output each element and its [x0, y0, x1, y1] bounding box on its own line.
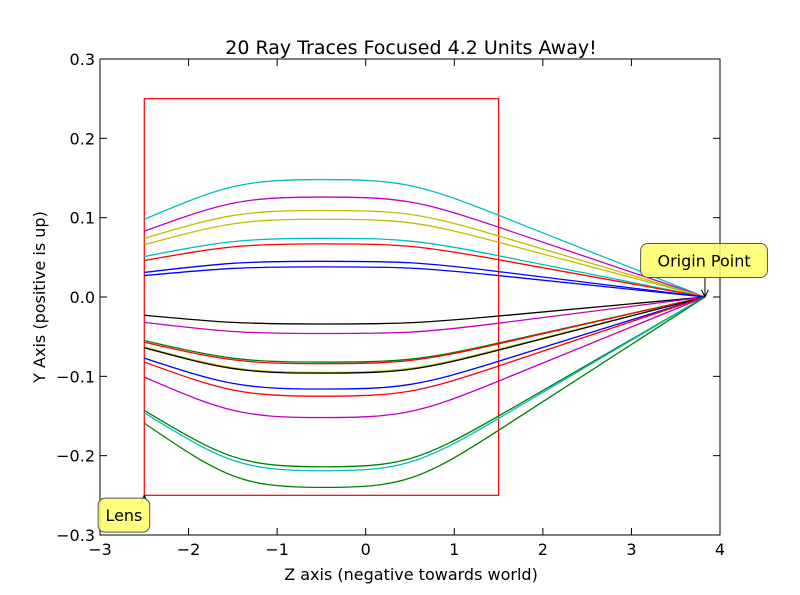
ray-trace-14 — [144, 296, 706, 374]
x-tick-label: 4 — [715, 540, 725, 559]
y-tick-label: 0.0 — [70, 288, 95, 307]
plot-area: −3 −2 −1 0 1 2 3 4 −0.3 −0.2 −0.1 0.0 0.1 0.2 0.3 Origi… — [56, 50, 768, 559]
y-tick-label: −0.2 — [56, 447, 95, 466]
y-tick-label: −0.1 — [56, 367, 95, 386]
ray-trace-9 — [144, 296, 706, 325]
y-tick-label: 0.2 — [70, 129, 95, 148]
x-axis-label: Z axis (negative towards world) — [284, 565, 538, 584]
ray-trace-17 — [144, 296, 706, 419]
x-tick-label: 2 — [538, 540, 548, 559]
chart-title: 20 Ray Traces Focused 4.2 Units Away! — [225, 37, 596, 59]
x-tick-label: −1 — [265, 540, 289, 559]
annotation-label-1: Origin Point — [657, 252, 750, 271]
y-tick-label: 0.3 — [70, 50, 95, 69]
ray-trace-11 — [144, 296, 706, 363]
ray-trace-8 — [144, 266, 706, 298]
ray-trace-7 — [144, 260, 706, 298]
ray-trace-15 — [144, 296, 706, 390]
ray-trace-12 — [144, 296, 706, 365]
annotation-box — [640, 243, 768, 279]
x-tick-label: 3 — [626, 540, 636, 559]
ray-trace-1 — [144, 178, 706, 298]
ray-trace-10 — [144, 296, 706, 335]
ray-trace-20 — [143, 296, 706, 489]
ray-trace-19 — [143, 296, 706, 472]
annotation-arrow-head — [701, 289, 709, 299]
y-tick-label: 0.1 — [70, 209, 95, 228]
ray-trace-18 — [143, 296, 706, 468]
ray-trace-6 — [144, 243, 706, 298]
x-tick-label: −2 — [177, 540, 201, 559]
ray-trace-2 — [144, 196, 706, 298]
x-tick-label: 0 — [361, 540, 371, 559]
lens-box — [143, 98, 500, 496]
x-tick-label: −3 — [88, 540, 112, 559]
annotation-box — [97, 497, 151, 533]
ray-trace-3 — [144, 209, 706, 298]
ray-trace-4 — [144, 218, 706, 298]
ray-trace-5 — [144, 237, 706, 298]
x-tick-label: 1 — [449, 540, 459, 559]
y-axis-label: Y Axis (positive is up) — [30, 211, 49, 384]
annotation-label-2: Lens — [105, 506, 142, 525]
y-tick-label: −0.3 — [56, 526, 95, 545]
ray-trace-16 — [144, 296, 706, 397]
